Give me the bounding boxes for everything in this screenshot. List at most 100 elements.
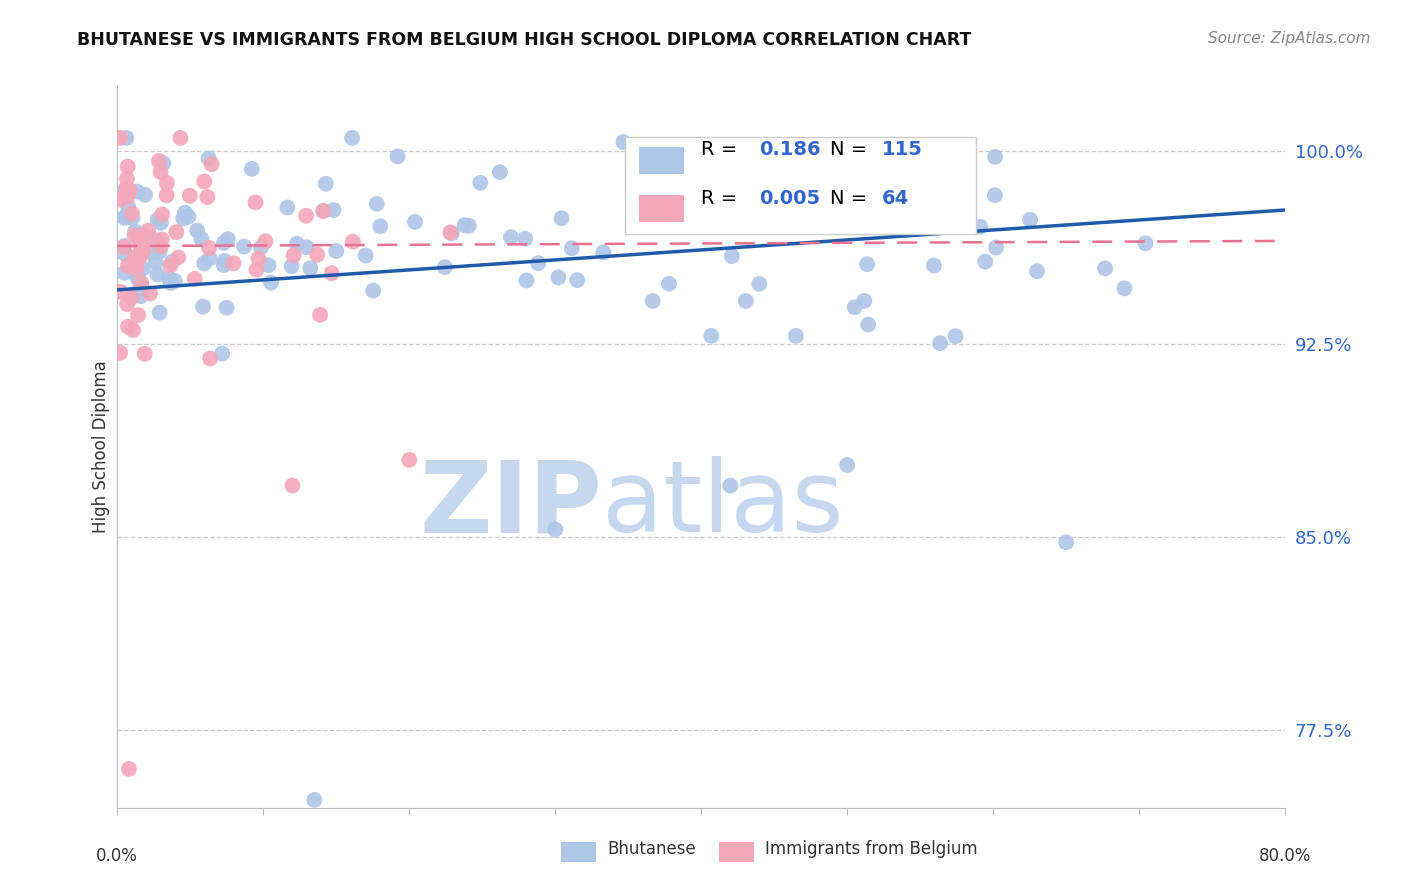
Point <box>515 273 537 287</box>
Point <box>157 271 180 285</box>
Bar <box>718 841 754 862</box>
Point <box>307 248 329 262</box>
Point <box>146 212 169 227</box>
Point <box>134 347 156 361</box>
Bar <box>640 147 683 174</box>
Text: atlas: atlas <box>602 456 844 553</box>
Point <box>299 261 322 276</box>
Point <box>172 211 194 226</box>
Text: N =: N = <box>830 189 873 208</box>
Point <box>312 204 335 219</box>
Point <box>145 255 167 269</box>
Point <box>134 187 156 202</box>
Point <box>233 239 256 253</box>
Point <box>280 259 302 273</box>
Point <box>190 232 212 246</box>
Point <box>160 255 183 269</box>
Point <box>550 211 572 226</box>
Point <box>315 177 337 191</box>
Text: 80.0%: 80.0% <box>1258 847 1312 865</box>
Point <box>117 319 139 334</box>
Point <box>149 239 172 253</box>
Point <box>148 153 170 168</box>
Point <box>108 345 131 359</box>
Point <box>718 478 741 492</box>
Y-axis label: High School Diploma: High School Diploma <box>93 360 110 533</box>
Point <box>439 225 461 239</box>
Point <box>121 206 143 220</box>
Point <box>129 237 152 252</box>
Point <box>149 305 172 319</box>
Text: 115: 115 <box>882 140 924 159</box>
Point <box>193 256 215 270</box>
Point <box>748 277 770 291</box>
Point <box>201 157 224 171</box>
Point <box>129 278 152 293</box>
Point <box>641 293 664 308</box>
Point <box>114 210 136 224</box>
Point <box>499 230 522 244</box>
Point <box>245 262 267 277</box>
Point <box>198 241 221 255</box>
Point <box>1019 212 1042 227</box>
Point <box>141 245 163 260</box>
Point <box>245 195 267 210</box>
Point <box>281 478 304 492</box>
Point <box>115 131 138 145</box>
Point <box>125 257 148 271</box>
Point <box>366 197 388 211</box>
Point <box>257 258 280 272</box>
Point <box>929 336 952 351</box>
Point <box>150 207 173 221</box>
Point <box>211 346 233 360</box>
Point <box>114 266 136 280</box>
Point <box>115 181 138 195</box>
Point <box>340 131 363 145</box>
Point <box>561 241 583 255</box>
Point <box>149 165 172 179</box>
Point <box>368 219 391 234</box>
Point <box>127 308 149 322</box>
Point <box>129 240 152 254</box>
Point <box>457 219 479 233</box>
Point <box>974 254 997 268</box>
Point <box>150 232 173 246</box>
Point <box>177 210 200 224</box>
Point <box>488 165 510 179</box>
Point <box>295 240 318 254</box>
Point <box>117 199 139 213</box>
Point <box>118 183 141 197</box>
Point <box>152 156 174 170</box>
Text: 0.005: 0.005 <box>759 189 821 208</box>
Point <box>115 172 138 186</box>
Point <box>117 160 139 174</box>
Point <box>858 318 880 332</box>
Point <box>612 135 634 149</box>
Point <box>135 231 157 245</box>
Point <box>121 291 143 305</box>
Point <box>136 224 159 238</box>
Point <box>186 223 208 237</box>
Point <box>969 219 991 234</box>
Point <box>354 248 377 262</box>
Point <box>191 300 214 314</box>
Point <box>155 188 177 202</box>
Point <box>322 202 344 217</box>
Point <box>567 273 589 287</box>
Bar <box>561 841 596 862</box>
Bar <box>640 194 683 222</box>
Point <box>179 188 201 202</box>
Point <box>114 246 136 260</box>
Text: BHUTANESE VS IMMIGRANTS FROM BELGIUM HIGH SCHOOL DIPLOMA CORRELATION CHART: BHUTANESE VS IMMIGRANTS FROM BELGIUM HIG… <box>77 31 972 49</box>
Point <box>361 284 384 298</box>
Point <box>721 249 744 263</box>
Point <box>700 328 723 343</box>
Point <box>453 218 475 232</box>
Point <box>184 272 207 286</box>
Text: 64: 64 <box>882 189 910 208</box>
Point <box>1026 264 1049 278</box>
Point <box>132 228 155 243</box>
Point <box>212 258 235 272</box>
Point <box>325 244 347 258</box>
Point <box>146 268 169 282</box>
